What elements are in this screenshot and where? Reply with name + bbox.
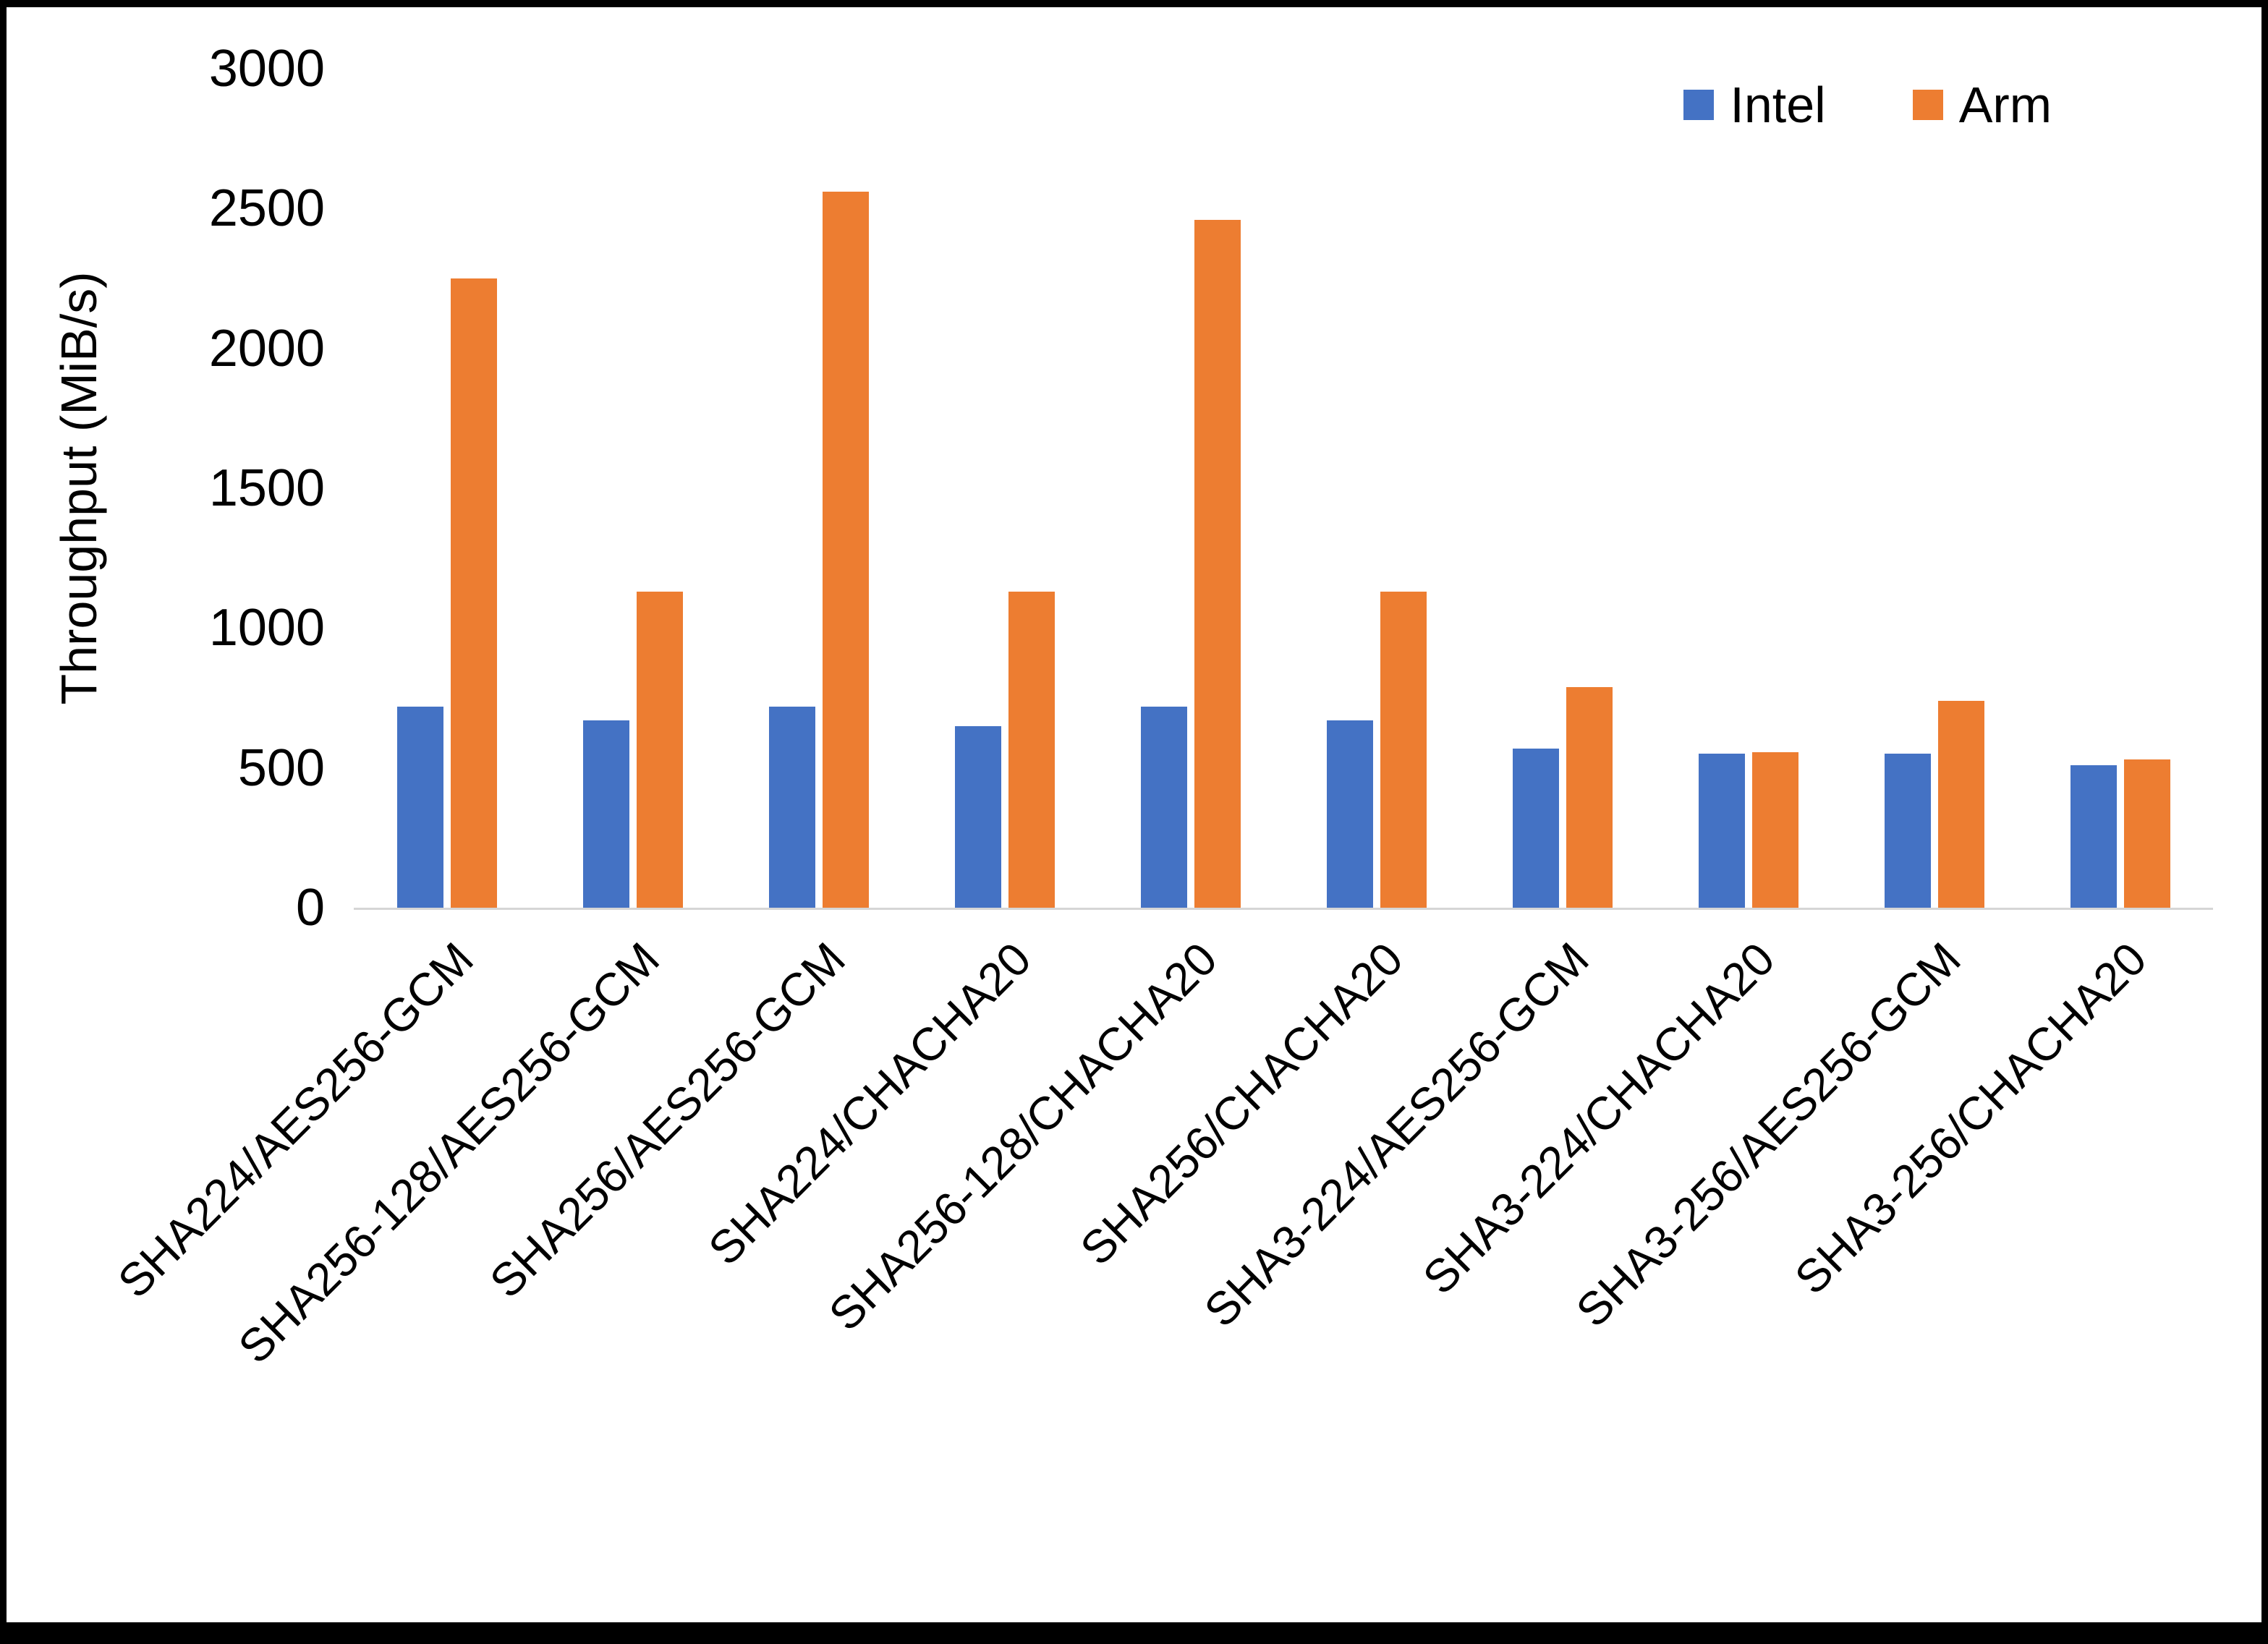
bar-arm-4 xyxy=(1008,592,1055,908)
plot-area xyxy=(354,69,2213,910)
y-tick-label: 1000 xyxy=(208,599,325,657)
bar-arm-6 xyxy=(1380,592,1427,908)
x-axis-label-4: SHA224/CHACHA20 xyxy=(698,932,1041,1275)
bar-arm-9 xyxy=(1937,700,1984,908)
legend: Intel Arm xyxy=(1683,76,2052,134)
bar-intel-9 xyxy=(1884,754,1931,908)
bar-intel-4 xyxy=(954,725,1001,908)
legend-swatch-intel xyxy=(1683,90,1715,120)
x-axis-label-6: SHA256/CHACHA20 xyxy=(1070,932,1413,1275)
bar-intel-3 xyxy=(768,706,815,908)
bar-intel-5 xyxy=(1140,706,1187,908)
bar-intel-10 xyxy=(2070,764,2117,908)
bar-group-6 xyxy=(1326,69,1427,908)
legend-item-arm: Arm xyxy=(1912,76,2052,134)
bar-group-1 xyxy=(396,69,497,908)
legend-label-arm: Arm xyxy=(1958,77,2052,133)
bar-group-7 xyxy=(1512,69,1613,908)
y-axis-title: Throughput (MiB/s) xyxy=(51,271,107,705)
bar-arm-8 xyxy=(1751,752,1798,908)
x-axis-label-5: SHA256-128/CHACHA20 xyxy=(818,932,1227,1341)
bar-intel-1 xyxy=(396,706,443,908)
x-axis-label-9: SHA3-256/AES256-GCM xyxy=(1566,932,1971,1337)
bar-arm-2 xyxy=(636,592,683,908)
x-axis-labels: SHA224/AES256-GCM SHA256-128/AES256-GCM SH… xyxy=(108,919,2213,1468)
y-tick-label: 500 xyxy=(237,738,325,797)
legend-item-intel: Intel xyxy=(1683,76,1826,134)
bar-intel-2 xyxy=(582,720,629,908)
bar-arm-3 xyxy=(822,192,869,908)
y-tick-label: 3000 xyxy=(208,40,325,98)
bar-group-9 xyxy=(1884,69,1984,908)
bar-group-5 xyxy=(1140,69,1241,908)
bar-group-3 xyxy=(768,69,869,908)
bar-intel-6 xyxy=(1326,720,1373,908)
x-axis-label-3: SHA256/AES256-GCM xyxy=(479,932,855,1308)
x-axis-label-7: SHA3-224/AES256-GCM xyxy=(1194,932,1599,1337)
x-axis-label-8: SHA3-224/CHACHA20 xyxy=(1412,932,1785,1305)
x-axis-label-1: SHA224/AES256-GCM xyxy=(107,932,483,1308)
y-tick-label: 2500 xyxy=(208,179,325,238)
bar-group-4 xyxy=(954,69,1055,908)
bar-arm-10 xyxy=(2123,759,2170,908)
bar-arm-7 xyxy=(1566,686,1613,908)
y-tick-label: 2000 xyxy=(208,319,325,378)
bar-group-2 xyxy=(582,69,683,908)
y-tick-label: 0 xyxy=(295,879,325,937)
bar-arm-5 xyxy=(1194,219,1241,908)
bar-intel-8 xyxy=(1698,754,1745,908)
y-tick-label: 1500 xyxy=(208,459,325,517)
y-tick-labels: 0 500 1000 1500 2000 2500 3000 xyxy=(115,43,325,934)
bar-group-10 xyxy=(2070,69,2170,908)
legend-label-intel: Intel xyxy=(1730,77,1826,133)
bar-intel-7 xyxy=(1512,748,1559,908)
x-axis-label-10: SHA3-256/CHACHA20 xyxy=(1784,932,2157,1305)
bar-arm-1 xyxy=(450,278,497,908)
bar-group-8 xyxy=(1698,69,1798,908)
legend-swatch-arm xyxy=(1912,90,1943,120)
